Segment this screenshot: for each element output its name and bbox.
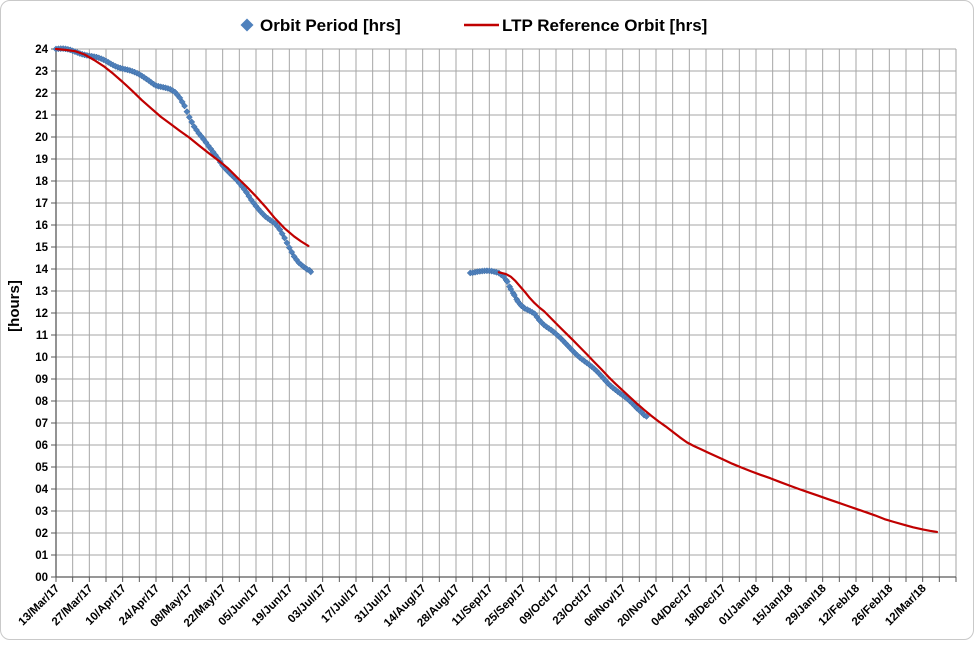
y-tick-label: 15 xyxy=(35,242,48,254)
orbit-period-marker xyxy=(278,230,286,238)
y-tick-label: 12 xyxy=(35,308,48,320)
legend-item-orbit-period[interactable]: Orbit Period [hrs] xyxy=(240,16,401,35)
y-tick-label: 22 xyxy=(35,88,48,100)
y-tick-label: 00 xyxy=(35,572,48,584)
y-tick-label: 21 xyxy=(35,110,48,122)
ltp-reference-line xyxy=(54,47,310,247)
y-tick-label: 11 xyxy=(36,330,49,342)
y-tick-label: 02 xyxy=(35,528,48,540)
legend: Orbit Period [hrs] LTP Reference Orbit [… xyxy=(240,16,707,35)
orbit-period-marker xyxy=(643,412,650,420)
x-axis-tick-labels: 13/Mar/1727/Mar/1710/Apr/1724/Apr/1708/M… xyxy=(17,582,930,629)
legend-label-ltp-reference: LTP Reference Orbit [hrs] xyxy=(502,16,707,35)
orbit-period-marker xyxy=(510,291,518,299)
y-tick-label: 07 xyxy=(35,418,48,430)
orbit-period-marker xyxy=(188,118,196,126)
legend-item-ltp-reference[interactable]: LTP Reference Orbit [hrs] xyxy=(464,16,707,35)
orbit-period-marker xyxy=(288,248,296,256)
orbit-period-marker xyxy=(183,108,191,116)
y-tick-label: 04 xyxy=(35,484,48,496)
diamond-marker-icon xyxy=(240,18,254,32)
y-tick-label: 13 xyxy=(35,286,48,298)
y-tick-label: 14 xyxy=(35,264,48,276)
y-tick-label: 08 xyxy=(35,396,48,408)
y-tick-label: 05 xyxy=(35,462,48,474)
ltp-reference-line xyxy=(497,271,939,534)
y-tick-label: 18 xyxy=(35,176,48,188)
y-tick-label: 17 xyxy=(35,198,48,210)
y-axis-title: [hours] xyxy=(6,280,23,332)
series-ltp-reference-orbit[interactable] xyxy=(54,47,939,534)
orbit-period-marker xyxy=(181,102,189,110)
y-tick-label: 19 xyxy=(35,154,48,166)
y-tick-label: 01 xyxy=(35,550,48,562)
y-tick-label: 20 xyxy=(35,132,48,144)
y-tick-label: 09 xyxy=(35,374,48,386)
y-tick-label: 03 xyxy=(35,506,48,518)
orbit-period-marker xyxy=(503,278,511,285)
y-tick-label: 06 xyxy=(35,440,48,452)
orbit-period-marker xyxy=(285,244,293,252)
legend-label-orbit-period: Orbit Period [hrs] xyxy=(260,16,401,35)
orbit-period-marker xyxy=(281,234,289,242)
y-tick-label: 23 xyxy=(35,66,48,78)
orbit-period-marker xyxy=(283,239,291,247)
orbit-period-marker xyxy=(185,113,193,121)
orbit-period-marker xyxy=(307,268,315,276)
gridlines xyxy=(55,48,957,578)
axes xyxy=(51,48,957,582)
y-tick-label: 10 xyxy=(35,352,48,364)
y-tick-label: 16 xyxy=(35,220,48,232)
y-axis-tick-labels: 00 01 02 03 04 05 06 07 08 09 10 11 12 13 14 15 16 17 18 19… xyxy=(35,44,48,584)
y-tick-label: 24 xyxy=(35,44,48,56)
